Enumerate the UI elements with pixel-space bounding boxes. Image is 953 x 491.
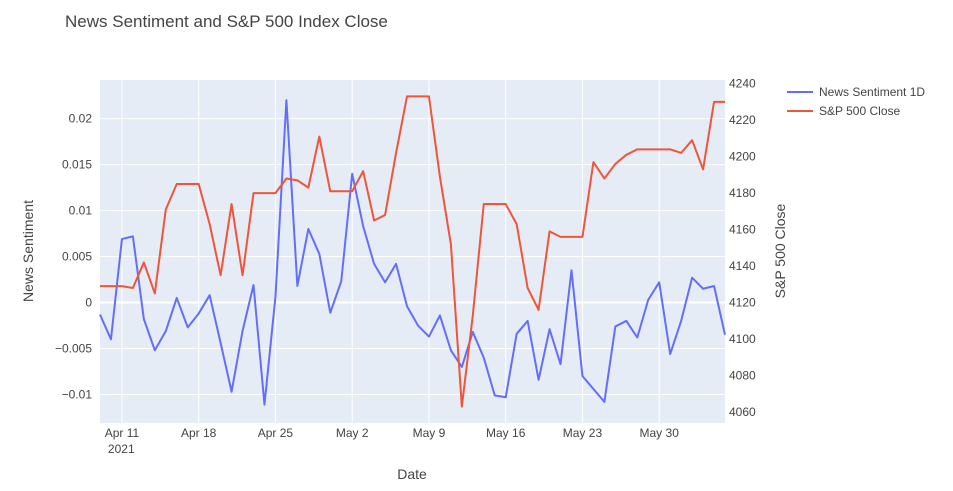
x-tick-label: Apr 25 (258, 426, 294, 440)
x-axis-ticks: Apr 11 2021 Apr 18 Apr 25 May 2 May 9 May 16 Ma… (105, 426, 680, 456)
legend-label-news-sentiment: News Sentiment 1D (819, 85, 925, 99)
x-tick-label: May 2 (336, 426, 369, 440)
y-tick-label: 0.005 (62, 250, 92, 264)
chart-title: News Sentiment and S&P 500 Index Close (65, 12, 388, 31)
y2-axis-title: S&P 500 Close (772, 203, 788, 298)
y2-tick-label: 4140 (729, 259, 756, 273)
y2-axis-ticks: 4060 4080 4100 4120 4140 4160 4180 4200 4220 4240 (729, 77, 756, 419)
y-tick-label: 0.01 (69, 204, 93, 218)
legend-item-sp500-close[interactable]: S&P 500 Close (787, 104, 900, 118)
x-axis-title: Date (397, 466, 427, 482)
x-tick-label: May 16 (486, 426, 526, 440)
y-tick-label: −0.01 (62, 387, 93, 401)
y-tick-label: 0 (85, 296, 92, 310)
y-tick-label: 0.02 (69, 112, 93, 126)
y-tick-label: 0.015 (62, 158, 92, 172)
legend-item-news-sentiment[interactable]: News Sentiment 1D (787, 85, 925, 99)
x-tick-year-label: 2021 (108, 442, 135, 456)
series-layer (99, 95, 726, 408)
y2-tick-label: 4060 (729, 405, 756, 419)
y2-tick-label: 4120 (729, 296, 756, 310)
x-tick-label: May 9 (413, 426, 446, 440)
y2-tick-label: 4160 (729, 223, 756, 237)
x-tick-label: May 23 (563, 426, 603, 440)
y2-tick-label: 4180 (729, 186, 756, 200)
x-tick-label: Apr 18 (181, 426, 217, 440)
x-tick-label: May 30 (640, 426, 680, 440)
series-line-news-sentiment (99, 99, 726, 406)
legend[interactable]: News Sentiment 1D S&P 500 Close (787, 85, 925, 118)
y-tick-label: −0.005 (55, 342, 92, 356)
legend-label-sp500-close: S&P 500 Close (819, 104, 900, 118)
y-axis-title: News Sentiment (20, 200, 36, 302)
y2-tick-label: 4080 (729, 369, 756, 383)
y2-tick-label: 4200 (729, 150, 756, 164)
grid-x (121, 80, 660, 423)
x-tick-label: Apr 11 (105, 426, 140, 440)
y2-tick-label: 4220 (729, 113, 756, 127)
series-line-sp500-close (100, 95, 725, 408)
plot-background (100, 80, 725, 423)
y2-tick-label: 4240 (729, 77, 756, 91)
y2-tick-label: 4100 (729, 332, 756, 346)
y-axis-ticks: −0.01 −0.005 0 0.005 0.01 0.015 0.02 (55, 112, 92, 402)
